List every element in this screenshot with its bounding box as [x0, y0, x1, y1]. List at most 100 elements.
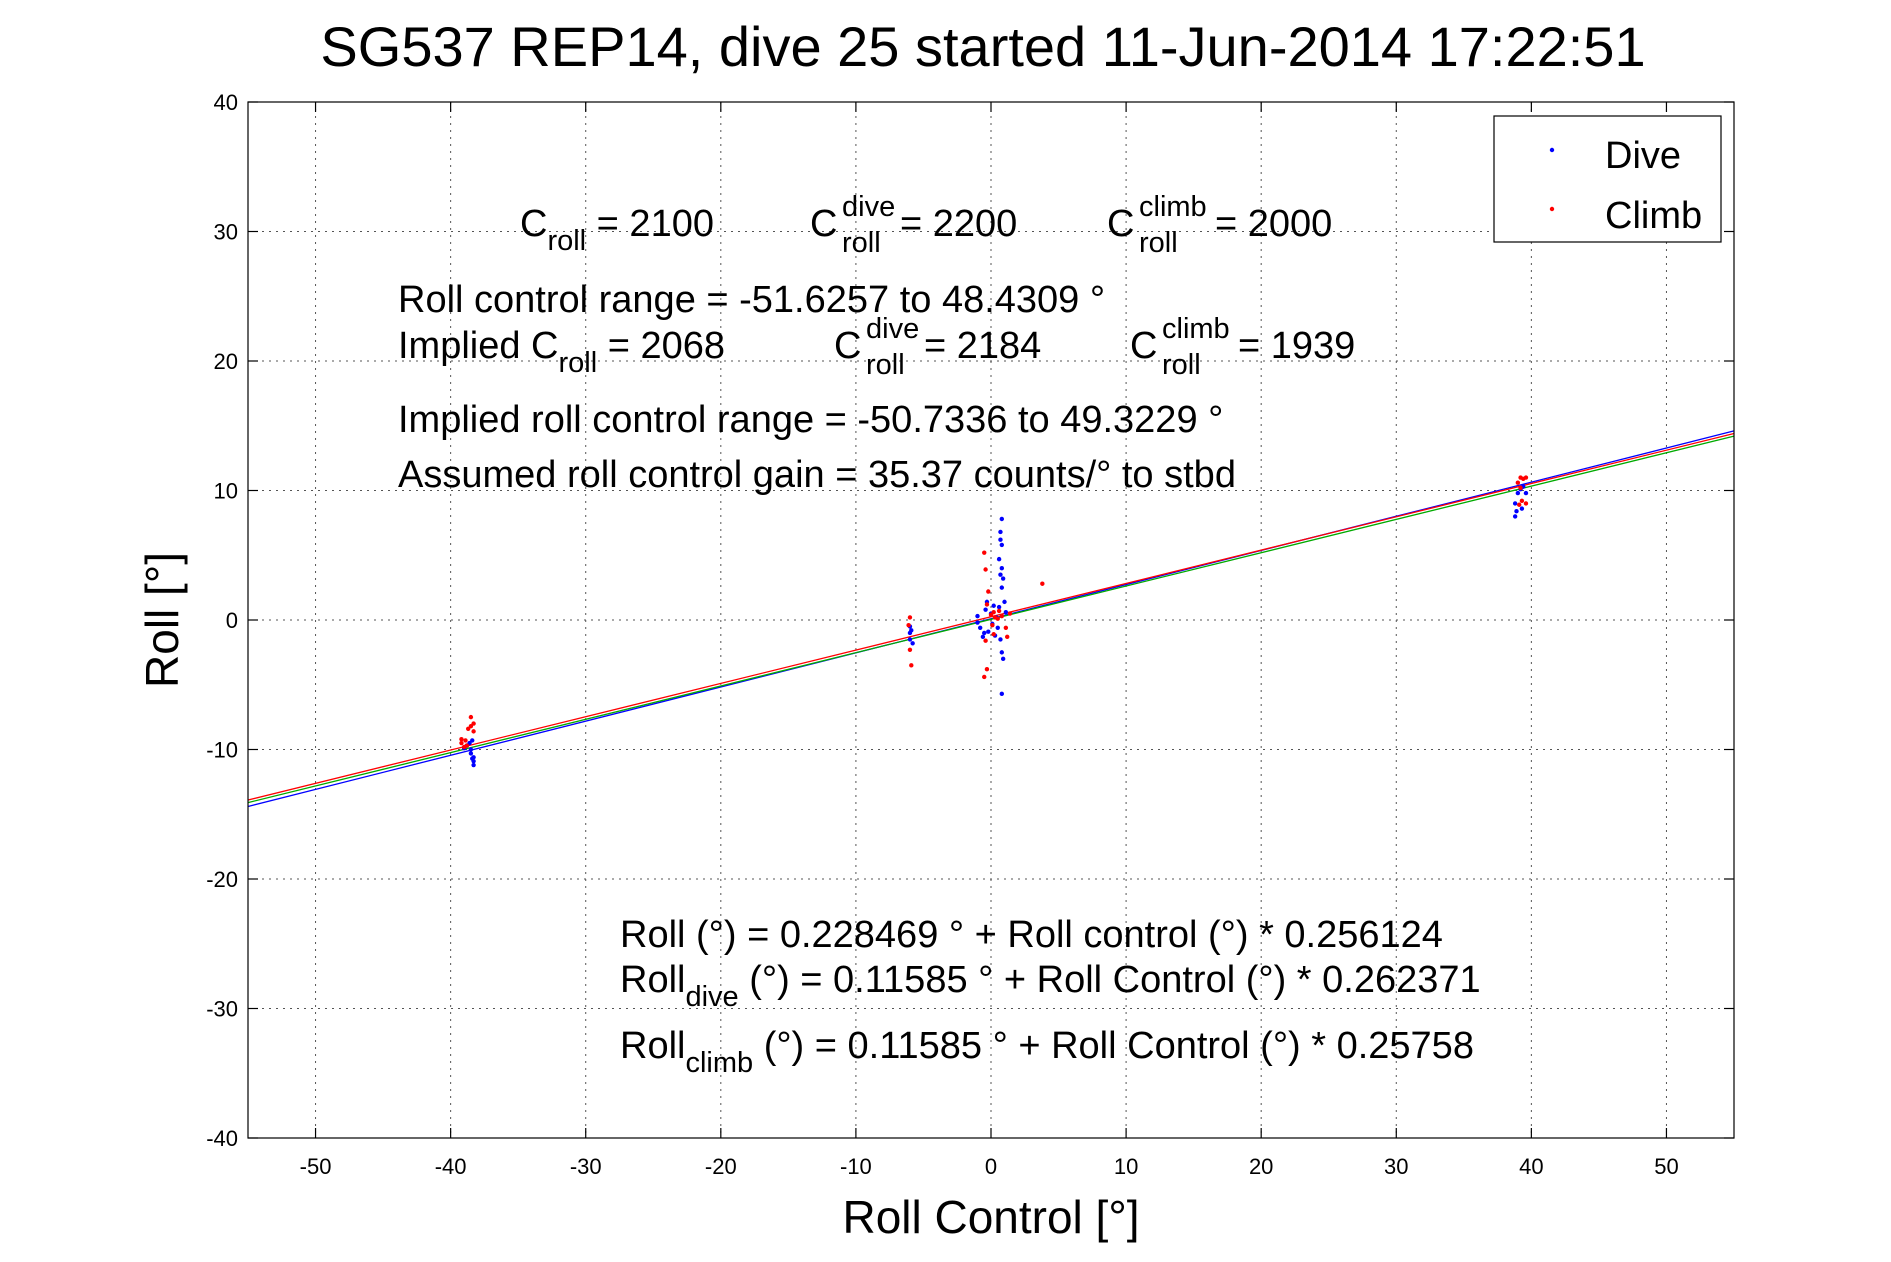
climb-point — [459, 736, 464, 742]
dive-point — [1000, 656, 1006, 662]
data-points — [459, 475, 1529, 768]
climb-point — [906, 622, 911, 628]
annotation-fit-all: Roll (°) = 0.228469 ° + Roll control (°)… — [620, 914, 1443, 956]
x-tick-label: 20 — [1249, 1154, 1273, 1179]
climb-point — [909, 663, 914, 668]
dive-point — [1523, 490, 1529, 496]
annotation-c-dive-sub: roll — [842, 227, 881, 259]
climb-point — [1005, 634, 1010, 640]
dive-point — [975, 620, 980, 625]
dive-point — [991, 603, 996, 608]
dive-point — [909, 628, 914, 633]
climb-point — [1003, 625, 1009, 630]
climb-point — [984, 602, 990, 607]
climb-point — [984, 667, 990, 672]
x-tick-label: 10 — [1114, 1154, 1138, 1179]
dive-point — [996, 556, 1002, 562]
climb-point — [1523, 501, 1529, 506]
climb-point — [999, 613, 1005, 619]
x-axis-label: Roll Control [°] — [842, 1191, 1139, 1243]
climb-point — [983, 638, 988, 643]
x-ticks: -50 -40 -30 -20 -10 0 10 20 30 40 50 — [300, 102, 1679, 1179]
annotation-c-dive: C — [810, 203, 837, 245]
legend-box — [1493, 115, 1722, 243]
grid-lines — [248, 101, 1734, 1139]
dive-point — [468, 747, 474, 752]
climb-point — [1523, 475, 1529, 480]
annotation-c-roll: Croll = 2100 — [520, 203, 714, 257]
dive-point — [1000, 576, 1006, 581]
climb-point — [907, 647, 913, 652]
annotation-implied-c-roll: Implied Croll = 2068 — [398, 325, 725, 379]
dive-point — [1519, 506, 1525, 511]
legend: Dive Climb — [1493, 115, 1722, 243]
climb-point — [465, 726, 471, 731]
climb-point — [1515, 480, 1521, 485]
y-tick-label: 10 — [214, 479, 238, 504]
annotation-implied-c-dive-sup: dive — [866, 313, 919, 345]
climb-point — [982, 674, 987, 680]
dive-point — [468, 751, 474, 756]
y-tick-label: -20 — [206, 867, 238, 892]
climb-point — [982, 550, 987, 555]
dive-point — [470, 756, 475, 761]
dive-point — [471, 762, 476, 768]
annotation-implied-c-climb-sub: roll — [1162, 349, 1201, 381]
x-tick-label: -10 — [840, 1154, 872, 1179]
climb-point — [1007, 611, 1013, 616]
dive-point — [998, 637, 1003, 642]
climb-point — [907, 615, 913, 620]
climb-point — [995, 616, 1000, 621]
climb-point — [990, 622, 995, 628]
x-tick-label: -30 — [570, 1154, 602, 1179]
legend-climb-label: Climb — [1605, 195, 1702, 237]
x-tick-label: -20 — [705, 1154, 737, 1179]
annotation-fit-climb: Rollclimb (°) = 0.11585 ° + Roll Control… — [620, 1025, 1474, 1079]
climb-point — [991, 610, 996, 615]
dive-point — [975, 613, 980, 619]
annotation-c-climb-sup: climb — [1139, 191, 1207, 223]
dive-point — [999, 542, 1005, 548]
y-tick-label: -10 — [206, 738, 238, 763]
annotation-implied-c-climb: C — [1130, 325, 1157, 367]
annotation-c-dive-value: = 2200 — [900, 203, 1017, 245]
annotation-fit-dive: Rolldive (°) = 0.11585 ° + Roll Control … — [620, 959, 1481, 1013]
climb-point — [983, 567, 988, 572]
dive-point — [998, 572, 1003, 577]
annotation-implied-c-climb-value: = 1939 — [1238, 325, 1355, 367]
climb-point — [463, 738, 468, 743]
climb-point — [459, 740, 464, 746]
climb-point — [1519, 498, 1525, 504]
dive-point — [980, 634, 986, 640]
dive-point — [1002, 599, 1007, 605]
dive-point — [999, 650, 1005, 655]
x-tick-label: -50 — [300, 1154, 332, 1179]
x-tick-label: 30 — [1384, 1154, 1408, 1179]
dive-point — [1003, 610, 1009, 615]
dive-point — [995, 625, 1000, 630]
legend-climb-marker — [1549, 206, 1555, 212]
annotation-c-climb: C — [1107, 203, 1134, 245]
dive-point — [977, 625, 983, 630]
climb-point — [986, 589, 991, 594]
annotation-implied-c-climb-sup: climb — [1162, 313, 1230, 345]
climb-point — [1517, 502, 1522, 507]
y-tick-label: 40 — [214, 90, 238, 115]
dive-point — [983, 607, 988, 612]
annotation-implied-c-dive-value: = 2184 — [924, 325, 1041, 367]
dive-point — [1514, 509, 1519, 514]
annotation-c-climb-value: = 2000 — [1215, 203, 1332, 245]
legend-dive-marker — [1549, 147, 1555, 153]
climb-point — [468, 714, 474, 720]
annotation-implied-c-dive: C — [834, 325, 861, 367]
y-ticks: -40 -30 -20 -10 0 10 20 30 40 — [206, 90, 1734, 1151]
y-tick-label: -30 — [206, 997, 238, 1022]
dive-point — [1512, 514, 1518, 519]
annotation-c-dive-sup: dive — [842, 191, 895, 223]
climb-point — [1040, 581, 1045, 586]
dive-point — [982, 630, 987, 636]
dive-point — [1512, 501, 1518, 506]
chart-title: SG537 REP14, dive 25 started 11-Jun-2014… — [320, 15, 1645, 78]
climb-point — [471, 729, 476, 734]
